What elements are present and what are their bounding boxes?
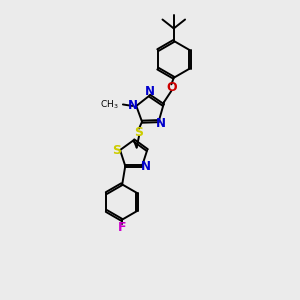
Text: S: S [134, 126, 143, 139]
Text: N: N [145, 85, 154, 98]
Text: N: N [128, 99, 137, 112]
Text: N: N [141, 160, 151, 172]
Text: O: O [166, 81, 177, 94]
Text: N: N [156, 117, 166, 130]
Text: S: S [112, 143, 121, 157]
Text: CH$_3$: CH$_3$ [100, 98, 118, 111]
Text: F: F [118, 221, 126, 234]
